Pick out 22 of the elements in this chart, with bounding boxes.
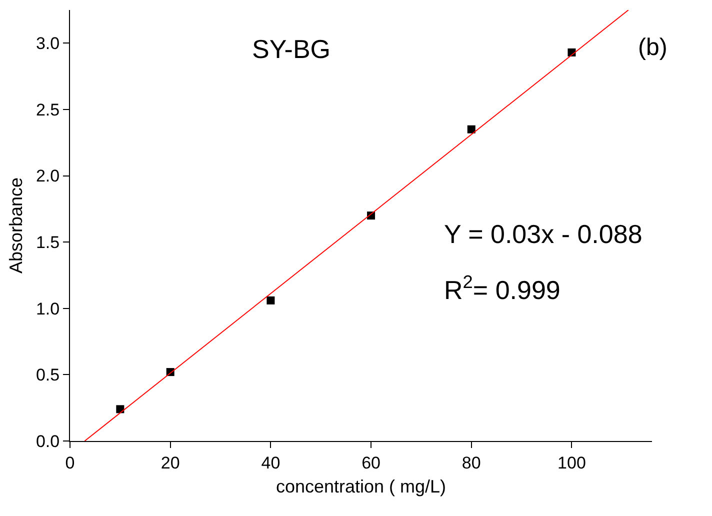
y-tick-label: 0.5 xyxy=(36,366,60,385)
x-axis-title: concentration ( mg/L) xyxy=(276,476,446,496)
x-tick-label: 20 xyxy=(160,453,180,472)
point xyxy=(266,296,275,304)
y-axis-title: Absorbance xyxy=(6,177,26,274)
x-tick-label: 40 xyxy=(261,453,280,472)
x-tick-label: 60 xyxy=(362,453,380,472)
annotation: R$^{2}$= 0.999 xyxy=(444,272,560,305)
point xyxy=(116,405,124,414)
y-tick-label: 3.0 xyxy=(36,34,60,54)
y-tick-label: 2.0 xyxy=(36,166,60,186)
x-tick-label: 100 xyxy=(558,453,586,472)
point xyxy=(467,125,476,134)
annotation: (b) xyxy=(638,34,668,61)
y-tick-label: 1.0 xyxy=(36,299,60,318)
annotation: Y = 0.03x - 0.088 xyxy=(444,219,642,249)
annotation: SY-BG xyxy=(252,34,331,64)
y-tick-label: 0.0 xyxy=(36,432,60,451)
y-tick-label: 1.5 xyxy=(36,233,60,252)
y-tick-label: 2.5 xyxy=(36,100,60,120)
x-tick-label: 0 xyxy=(65,453,75,472)
x-tick-label: 80 xyxy=(462,453,481,472)
